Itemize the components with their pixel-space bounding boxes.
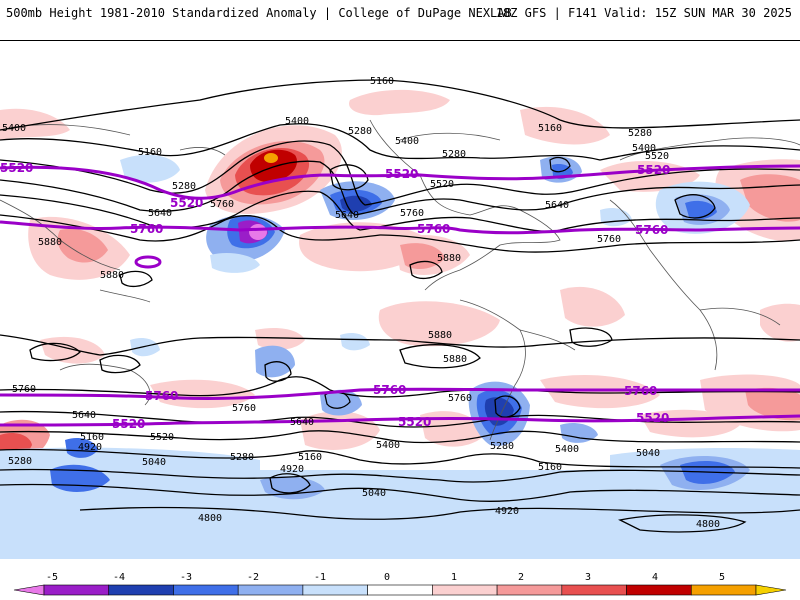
highlight-label: 5760 (373, 383, 406, 397)
contour-label: 5160 (298, 452, 322, 463)
colorbar-segment (302, 584, 368, 596)
contour-label: 4920 (78, 442, 102, 453)
run-info: 18Z GFS | F141 Valid: 15Z SUN MAR 30 202… (495, 6, 792, 20)
highlight-label: 5760 (417, 222, 450, 236)
contour-label: 5640 (545, 200, 569, 211)
contour-label: 5160 (80, 432, 104, 443)
colorbar-segment (173, 584, 239, 596)
colorbar-tick-label: -4 (113, 572, 125, 583)
contour-label: 5760 (232, 403, 256, 414)
contour-label: 5760 (12, 384, 36, 395)
contour-label: 5040 (636, 448, 660, 459)
colorbar-tick-label: -3 (180, 572, 192, 583)
contour-label: 5280 (172, 181, 196, 192)
highlight-label: 5760 (130, 222, 163, 236)
height-contours (0, 79, 800, 533)
contour-label: 5880 (38, 237, 62, 248)
colorbar-segments (13, 584, 787, 596)
contour-label: 5760 (448, 393, 472, 404)
colorbar-tick-label: -5 (46, 572, 58, 583)
colorbar-tick-label: -2 (247, 572, 259, 583)
contour-label: 5160 (370, 76, 394, 87)
contour-label: 4920 (495, 506, 519, 517)
highlight-label: 5520 (385, 167, 418, 181)
colorbar-tick-label: 4 (652, 572, 658, 583)
contour-label: 5760 (400, 208, 424, 219)
contour-label: 5640 (148, 208, 172, 219)
highlight-label: 5760 (145, 389, 178, 403)
contour-label: 5040 (362, 488, 386, 499)
highlight-label: 5520 (398, 415, 431, 429)
contour-label: 5400 (2, 123, 26, 134)
highlight-label: 5760 (624, 384, 657, 398)
contour-label: 4800 (696, 519, 720, 530)
contour-label: 5760 (210, 199, 234, 210)
contour-label: 5640 (335, 210, 359, 221)
contour-label: 5400 (395, 136, 419, 147)
contour-label: 4800 (198, 513, 222, 524)
colorbar-segment (237, 584, 304, 596)
highlight-label: 5520 (636, 411, 669, 425)
contour-label: 5160 (538, 462, 562, 473)
colorbar-tick-label: -1 (314, 572, 326, 583)
contour-label: 5280 (230, 452, 254, 463)
contour-label: 5520 (430, 179, 454, 190)
contour-label: 5640 (72, 410, 96, 421)
colorbar-segment (43, 584, 110, 596)
contour-label: 5280 (628, 128, 652, 139)
contour-label: 4920 (280, 464, 304, 475)
highlight-label: 5520 (637, 163, 670, 177)
colorbar-tick-label: 5 (719, 572, 725, 583)
colorbar-segment (108, 584, 174, 596)
highlight-label: 5520 (0, 161, 33, 175)
contour-label: 5880 (100, 270, 124, 281)
colorbar-tick-label: 2 (518, 572, 524, 583)
contour-label: 5880 (443, 354, 467, 365)
contour-label: 5160 (538, 123, 562, 134)
contour-label: 5520 (150, 432, 174, 443)
contour-label: 5280 (8, 456, 32, 467)
contour-label: 5280 (490, 441, 514, 452)
colorbar-arrow-left (13, 584, 45, 596)
colorbar-segment (367, 584, 433, 596)
contour-label: 5280 (348, 126, 372, 137)
contour-label: 5400 (555, 444, 579, 455)
colorbar-segment (496, 584, 563, 596)
colorbar: -5 -4 -3 -2 -1 0 1 2 3 4 5 (13, 572, 787, 596)
contour-label: 5280 (442, 149, 466, 160)
highlight-contours (0, 164, 800, 427)
contour-label: 5880 (428, 330, 452, 341)
colorbar-tick-label: 1 (451, 572, 457, 583)
highlight-label: 5760 (635, 223, 668, 237)
colorbar-segment (626, 584, 692, 596)
highlight-labels: 5520 5520 5520 5520 5760 5760 5760 5760 … (0, 161, 670, 431)
map-canvas: 5160 5400 5400 5280 5160 5400 5280 5160 … (0, 76, 800, 559)
contour-label: 5880 (437, 253, 461, 264)
contour-label: 5160 (138, 147, 162, 158)
highlight-label: 5520 (112, 417, 145, 431)
map-title: 500mb Height 1981-2010 Standardized Anom… (6, 6, 512, 20)
contour-label: 5400 (285, 116, 309, 127)
contour-label: 5520 (645, 151, 669, 162)
contour-label: 5760 (597, 234, 621, 245)
colorbar-arrow-right (755, 584, 787, 596)
colorbar-ticks: -5 -4 -3 -2 -1 0 1 2 3 4 5 (46, 572, 725, 583)
colorbar-tick-label: 3 (585, 572, 591, 583)
colorbar-tick-label: 0 (384, 572, 390, 583)
contour-labels: 5160 5400 5400 5280 5160 5400 5280 5160 … (2, 76, 720, 530)
contour-label: 5640 (290, 417, 314, 428)
colorbar-segment (432, 584, 498, 596)
contour-label: 5400 (632, 143, 656, 154)
contour-label: 5400 (376, 440, 400, 451)
colorbar-segment (561, 584, 627, 596)
contour-label: 5040 (142, 457, 166, 468)
anomaly-shading (0, 89, 800, 559)
highlight-label: 5520 (170, 196, 203, 210)
colorbar-segment (690, 584, 757, 596)
